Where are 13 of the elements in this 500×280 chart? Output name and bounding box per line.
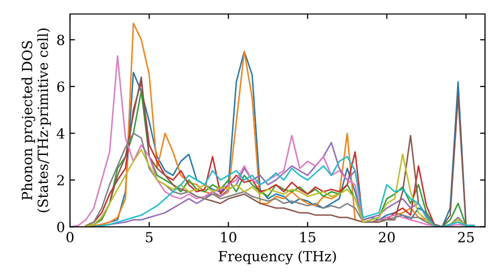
x-tick-label: 15 (300, 232, 316, 242)
y-tick-label: 6 (57, 81, 64, 92)
y-axis-title: Phonon projected DOS (States/THz·primitive cell) (22, 28, 51, 212)
y-tick-label: 8 (57, 34, 64, 46)
y-tick-label: 2 (57, 175, 64, 186)
y-tick-label: 0 (57, 222, 64, 232)
x-tick-label: 25 (458, 232, 474, 242)
x-tick-label: 5 (146, 232, 153, 242)
x-tick-label: 0 (66, 232, 74, 242)
x-axis-title: Frequency (THz) (218, 250, 336, 264)
y-tick-label: 4 (56, 128, 64, 139)
x-tick-label: 10 (221, 232, 236, 242)
x-tick-label: 20 (378, 232, 395, 242)
